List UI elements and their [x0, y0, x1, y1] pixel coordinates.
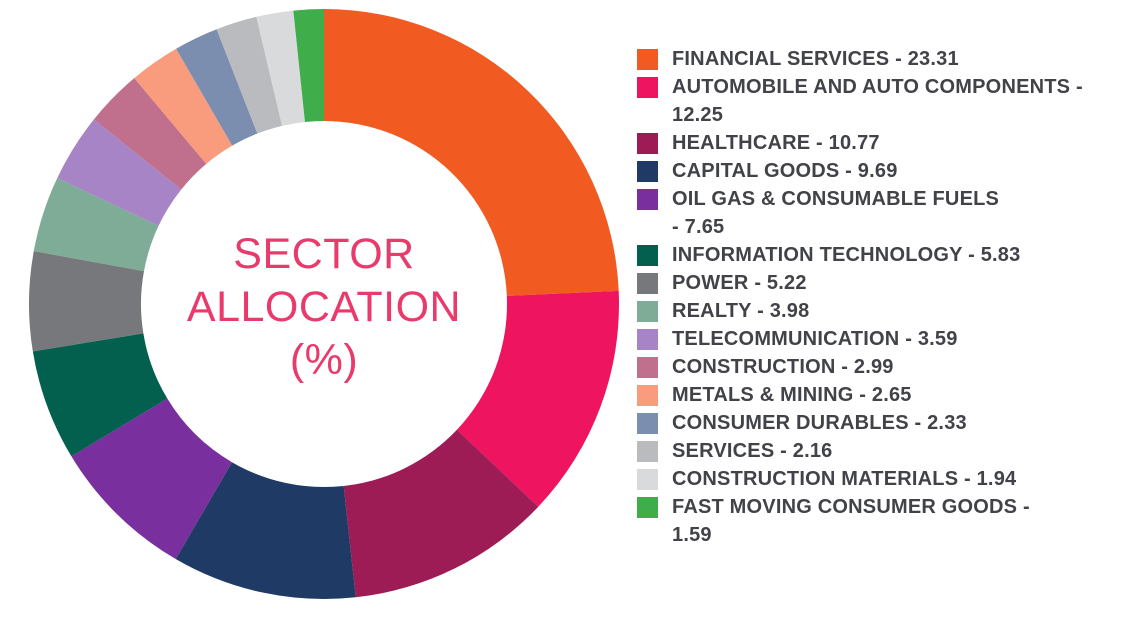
legend-item-automobile-and-auto-components[interactable]: AUTOMOBILE AND AUTO COMPONENTS - 12.25	[637, 73, 1109, 129]
legend-item-construction[interactable]: CONSTRUCTION - 2.99	[637, 353, 1109, 381]
donut-slice-fast-moving-consumer-goods[interactable]	[293, 9, 324, 122]
donut-slice-power[interactable]	[29, 251, 144, 352]
legend-swatch-information-technology	[637, 245, 658, 266]
donut-slice-information-technology[interactable]	[32, 333, 168, 457]
legend-label-realty: REALTY - 3.98	[672, 300, 810, 322]
donut-slice-financial-services[interactable]	[324, 9, 619, 296]
legend-item-capital-goods[interactable]: CAPITAL GOODS - 9.69	[637, 157, 1109, 185]
donut-slice-oil-gas-consumable-fuels[interactable]	[71, 398, 232, 559]
donut-slice-services[interactable]	[216, 16, 283, 134]
legend-label-oil-gas-consumable-fuels: OIL GAS & CONSUMABLE FUELS - 7.65	[672, 188, 1000, 238]
sector-allocation-donut	[29, 9, 619, 599]
legend-label-financial-services: FINANCIAL SERVICES - 23.31	[672, 48, 959, 70]
donut-slice-construction[interactable]	[93, 78, 207, 190]
legend-item-services[interactable]: SERVICES - 2.16	[637, 437, 1109, 465]
legend-label-capital-goods: CAPITAL GOODS - 9.69	[672, 160, 898, 182]
donut-slice-capital-goods[interactable]	[175, 462, 356, 599]
donut-slice-automobile-and-auto-components[interactable]	[456, 290, 619, 507]
legend-swatch-consumer-durables	[637, 413, 658, 434]
legend-label-construction: CONSTRUCTION - 2.99	[672, 356, 894, 378]
donut-slice-telecommunication[interactable]	[57, 119, 182, 226]
legend-item-construction-materials[interactable]: CONSTRUCTION MATERIALS - 1.94	[637, 465, 1109, 493]
legend-label-telecommunication: TELECOMMUNICATION - 3.59	[672, 328, 958, 350]
legend-label-power: POWER - 5.22	[672, 272, 807, 294]
legend-swatch-telecommunication	[637, 329, 658, 350]
donut-slice-realty[interactable]	[33, 178, 159, 272]
legend-swatch-construction-materials	[637, 469, 658, 490]
legend-item-information-technology[interactable]: INFORMATION TECHNOLOGY - 5.83	[637, 241, 1109, 269]
legend-swatch-construction	[637, 357, 658, 378]
donut-slice-construction-materials[interactable]	[256, 10, 305, 126]
legend: FINANCIAL SERVICES - 23.31 AUTOMOBILE AND…	[637, 45, 1109, 549]
donut-slice-consumer-durables[interactable]	[176, 29, 258, 146]
legend-label-information-technology: INFORMATION TECHNOLOGY - 5.83	[672, 244, 1021, 266]
legend-swatch-automobile-and-auto-components	[637, 77, 658, 98]
legend-label-automobile-and-auto-components: AUTOMOBILE AND AUTO COMPONENTS - 12.25	[672, 76, 1083, 126]
legend-label-consumer-durables: CONSUMER DURABLES - 2.33	[672, 412, 967, 434]
legend-swatch-power	[637, 273, 658, 294]
legend-swatch-metals-mining	[637, 385, 658, 406]
legend-swatch-fast-moving-consumer-goods	[637, 497, 658, 518]
legend-swatch-oil-gas-consumable-fuels	[637, 189, 658, 210]
legend-swatch-capital-goods	[637, 161, 658, 182]
legend-item-metals-mining[interactable]: METALS & MINING - 2.65	[637, 381, 1109, 409]
legend-label-construction-materials: CONSTRUCTION MATERIALS - 1.94	[672, 468, 1017, 490]
legend-swatch-services	[637, 441, 658, 462]
donut-slice-metals-mining[interactable]	[134, 48, 233, 164]
legend-item-consumer-durables[interactable]: CONSUMER DURABLES - 2.33	[637, 409, 1109, 437]
chart-center-title: SECTOR ALLOCATION (%)	[186, 230, 462, 384]
legend-item-fast-moving-consumer-goods[interactable]: FAST MOVING CONSUMER GOODS - 1.59	[637, 493, 1109, 549]
legend-item-telecommunication[interactable]: TELECOMMUNICATION - 3.59	[637, 325, 1109, 353]
donut-chart-area	[29, 9, 619, 599]
legend-label-healthcare: HEALTHCARE - 10.77	[672, 132, 880, 154]
legend-label-metals-mining: METALS & MINING - 2.65	[672, 384, 912, 406]
legend-label-services: SERVICES - 2.16	[672, 440, 833, 462]
donut-slice-healthcare[interactable]	[343, 429, 539, 598]
legend-item-oil-gas-consumable-fuels[interactable]: OIL GAS & CONSUMABLE FUELS - 7.65	[637, 185, 1109, 241]
legend-swatch-realty	[637, 301, 658, 322]
legend-swatch-healthcare	[637, 133, 658, 154]
legend-swatch-financial-services	[637, 49, 658, 70]
legend-item-power[interactable]: POWER - 5.22	[637, 269, 1109, 297]
legend-item-healthcare[interactable]: HEALTHCARE - 10.77	[637, 129, 1109, 157]
legend-label-fast-moving-consumer-goods: FAST MOVING CONSUMER GOODS - 1.59	[672, 496, 1030, 546]
legend-item-financial-services[interactable]: FINANCIAL SERVICES - 23.31	[637, 45, 1109, 73]
legend-item-realty[interactable]: REALTY - 3.98	[637, 297, 1109, 325]
